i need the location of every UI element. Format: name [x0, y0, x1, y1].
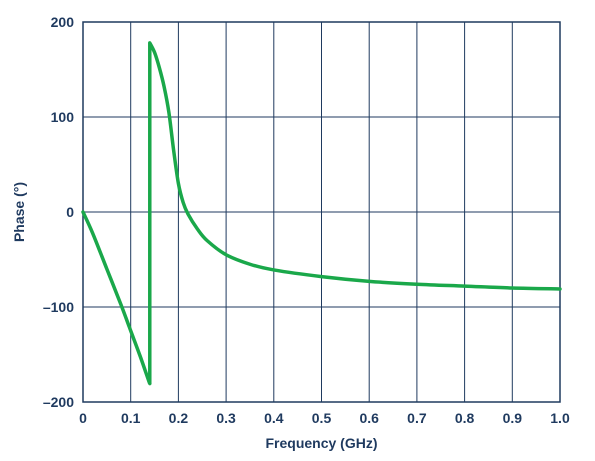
x-tick-label: 0.9 [503, 410, 523, 426]
x-tick-label: 0.2 [169, 410, 189, 426]
y-axis-ticks: –200 –100 0 100 200 [43, 14, 74, 410]
x-tick-label: 0.8 [455, 410, 475, 426]
y-tick-label: –200 [43, 394, 74, 410]
x-tick-label: 1.0 [550, 410, 570, 426]
x-tick-label: 0.4 [264, 410, 284, 426]
y-axis-title: Phase (°) [11, 182, 27, 242]
y-tick-label: 200 [51, 14, 75, 30]
y-tick-label: –100 [43, 299, 74, 315]
x-axis-ticks: 0 0.1 0.2 0.3 0.4 0.5 0.6 0.7 0.8 0.9 1.0 [79, 410, 570, 426]
x-tick-label: 0.6 [359, 410, 379, 426]
phase-series-line [81, 41, 562, 386]
x-tick-label: 0.1 [121, 410, 141, 426]
grid [82, 21, 561, 403]
x-tick-label: 0.5 [312, 410, 332, 426]
x-axis-title: Frequency (GHz) [265, 435, 377, 451]
x-tick-label: 0 [79, 410, 87, 426]
x-tick-label: 0.3 [216, 410, 236, 426]
x-tick-label: 0.7 [407, 410, 427, 426]
series-layer [81, 41, 562, 386]
y-tick-label: 100 [51, 109, 75, 125]
y-tick-label: 0 [66, 204, 74, 220]
